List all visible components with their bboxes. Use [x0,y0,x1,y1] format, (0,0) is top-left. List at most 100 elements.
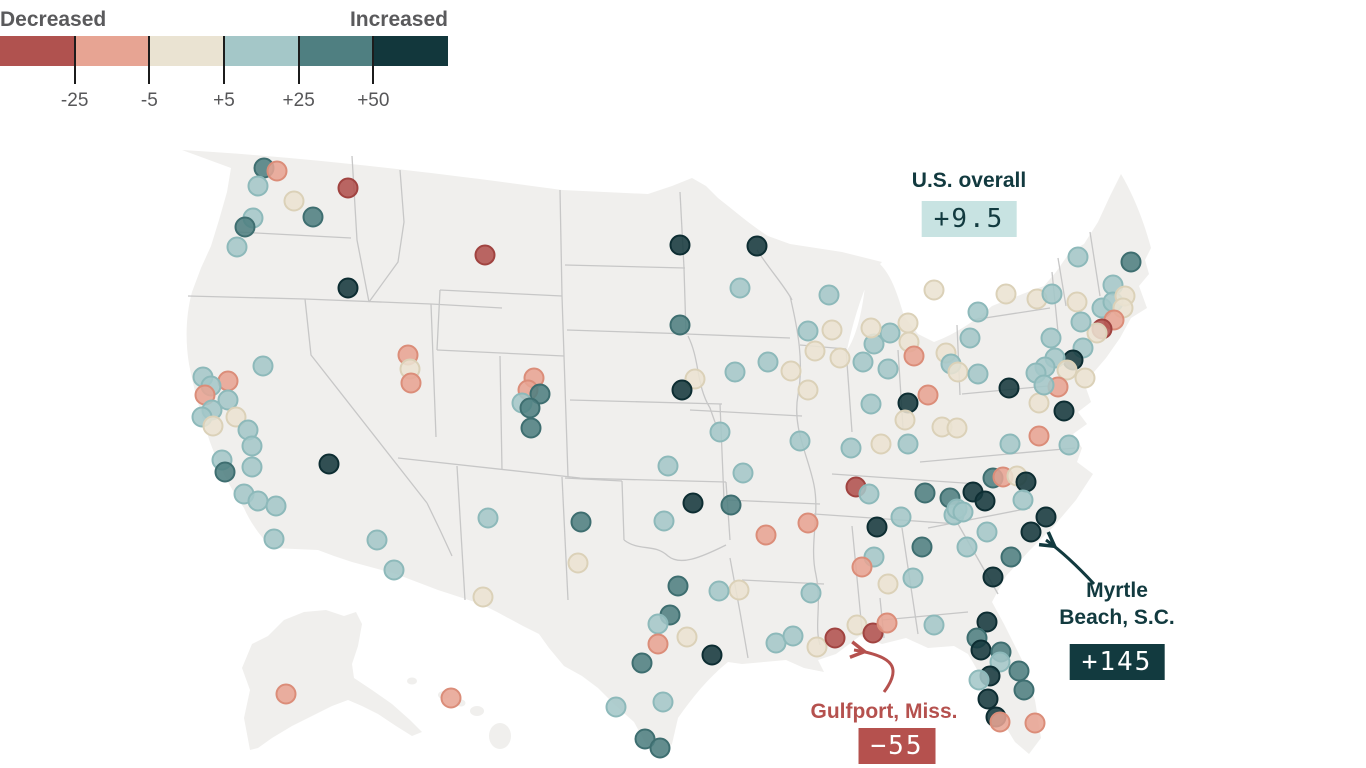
metro-dot [1020,521,1042,543]
legend-segment-5 [373,36,449,66]
metro-dot [860,393,882,415]
legend-color-bar [0,36,449,66]
metro-dot [989,651,1011,673]
metro-dot [647,633,669,655]
metro-dot [605,696,627,718]
metro-dot [647,613,669,635]
metro-dot [519,397,541,419]
metro-dot [570,511,592,533]
alaska-shape [242,610,422,750]
legend-tick-label: -25 [60,90,89,111]
legend-tick [148,36,151,84]
legend-segment-3 [224,36,299,66]
legend-segment-4 [298,36,374,66]
metro-dot [894,409,916,431]
metro-dot [302,206,324,228]
metro-dot [982,566,1004,588]
metro-dot [923,614,945,636]
metro-dot [757,351,779,373]
metro-dot [789,430,811,452]
legend-label-increased: Increased [349,8,448,31]
metro-dot [902,567,924,589]
legend-tick [297,36,300,84]
legend-tick-label: +50 [357,90,390,111]
metro-dot [1086,322,1108,344]
legend-label-decreased: Decreased [0,8,107,31]
legend-tick-label: +25 [282,90,315,111]
gulfport-value-badge: −55 [858,728,936,764]
metro-dot [755,524,777,546]
metro-dot [998,377,1020,399]
metro-dot [652,691,674,713]
myrtle-beach-label-line1: Myrtle [1086,579,1148,602]
metro-dot [477,507,499,529]
metro-dot [720,494,742,516]
metro-dot [897,392,919,414]
legend-tick-label: +5 [213,90,235,111]
metro-dot [263,528,285,550]
metro-dot [897,433,919,455]
metro-dot [946,417,968,439]
legend-tick [223,36,225,84]
metro-dots-layer [191,157,1142,759]
hawaii-shapes [407,677,511,749]
metro-dot [474,244,496,266]
metro-dot [1058,434,1080,456]
metro-dot [400,372,422,394]
metro-dot [851,556,873,578]
metro-dot [247,490,269,512]
gulfport-arrow [849,640,895,693]
metro-dot [923,279,945,301]
metro-dot [976,521,998,543]
metro-dot [877,573,899,595]
metro-dot [952,501,974,523]
metro-dot [1056,359,1078,381]
metro-dot [852,351,874,373]
metro-dot [829,347,851,369]
metro-dot [911,536,933,558]
metro-dot [967,301,989,323]
metro-dot [959,327,981,349]
metro-dot [440,687,462,709]
metro-dot [870,433,892,455]
myrtle-beach-value-badge: +145 [1069,644,1165,680]
metro-dot [967,363,989,385]
metro-dot [225,406,247,428]
metro-dot [383,559,405,581]
legend-segment-1 [74,36,150,66]
metro-dot [858,483,880,505]
metro-dot [974,490,996,512]
metro-dot [968,669,990,691]
metro-dot [1033,374,1055,396]
metro-dot [956,536,978,558]
metro-dot [337,177,359,199]
myrtle-beach-label: Myrtle Beach, S.C. [1059,577,1175,631]
metro-dot [1074,367,1096,389]
metro-dot [797,320,819,342]
metro-dot [1067,246,1089,268]
legend-segment-0 [0,36,75,66]
metro-dot [337,277,359,299]
metro-dot [728,579,750,601]
metro-dot [669,314,691,336]
metro-dot [1028,425,1050,447]
metro-dot [840,437,862,459]
metro-dot [976,611,998,633]
metro-dot [1040,327,1062,349]
legend-tick [372,36,375,84]
metro-dot [1035,506,1057,528]
metro-dot [634,728,656,750]
metro-dot [252,355,274,377]
metro-dot [866,516,888,538]
metro-dot [897,312,919,334]
metro-dot [1120,251,1142,273]
metro-dot [862,622,884,644]
metro-dot [669,234,691,256]
metro-dot [818,284,840,306]
metro-dot [709,421,731,443]
metro-dot [667,575,689,597]
color-legend: Decreased Increased -25 -5 +5 +25 +50 [0,8,449,111]
myrtle-beach-label-line2: Beach, S.C. [1059,606,1175,629]
